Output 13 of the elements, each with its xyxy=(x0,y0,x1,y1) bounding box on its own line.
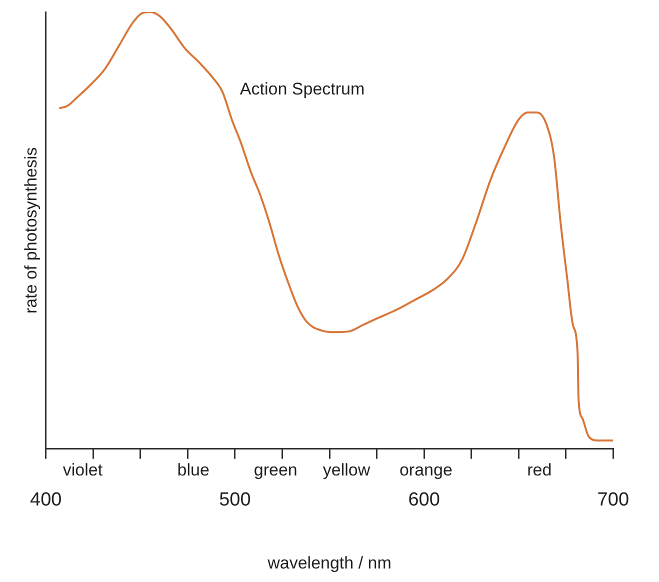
x-tick-label: 500 xyxy=(219,489,251,510)
x-axis-title: wavelength / nm xyxy=(266,553,392,572)
x-tick-label: 400 xyxy=(30,489,62,510)
text: orange xyxy=(399,460,452,480)
text: green xyxy=(254,460,298,480)
series-label: Action Spectrum xyxy=(240,80,365,99)
text: yellow xyxy=(322,460,371,480)
text: red xyxy=(527,460,552,480)
text: blue xyxy=(177,460,210,480)
text: violet xyxy=(62,460,103,480)
x-tick-label: 600 xyxy=(408,489,440,510)
y-axis-title: rate of photosynthesis xyxy=(21,147,40,314)
x-tick-label: 700 xyxy=(597,489,629,510)
